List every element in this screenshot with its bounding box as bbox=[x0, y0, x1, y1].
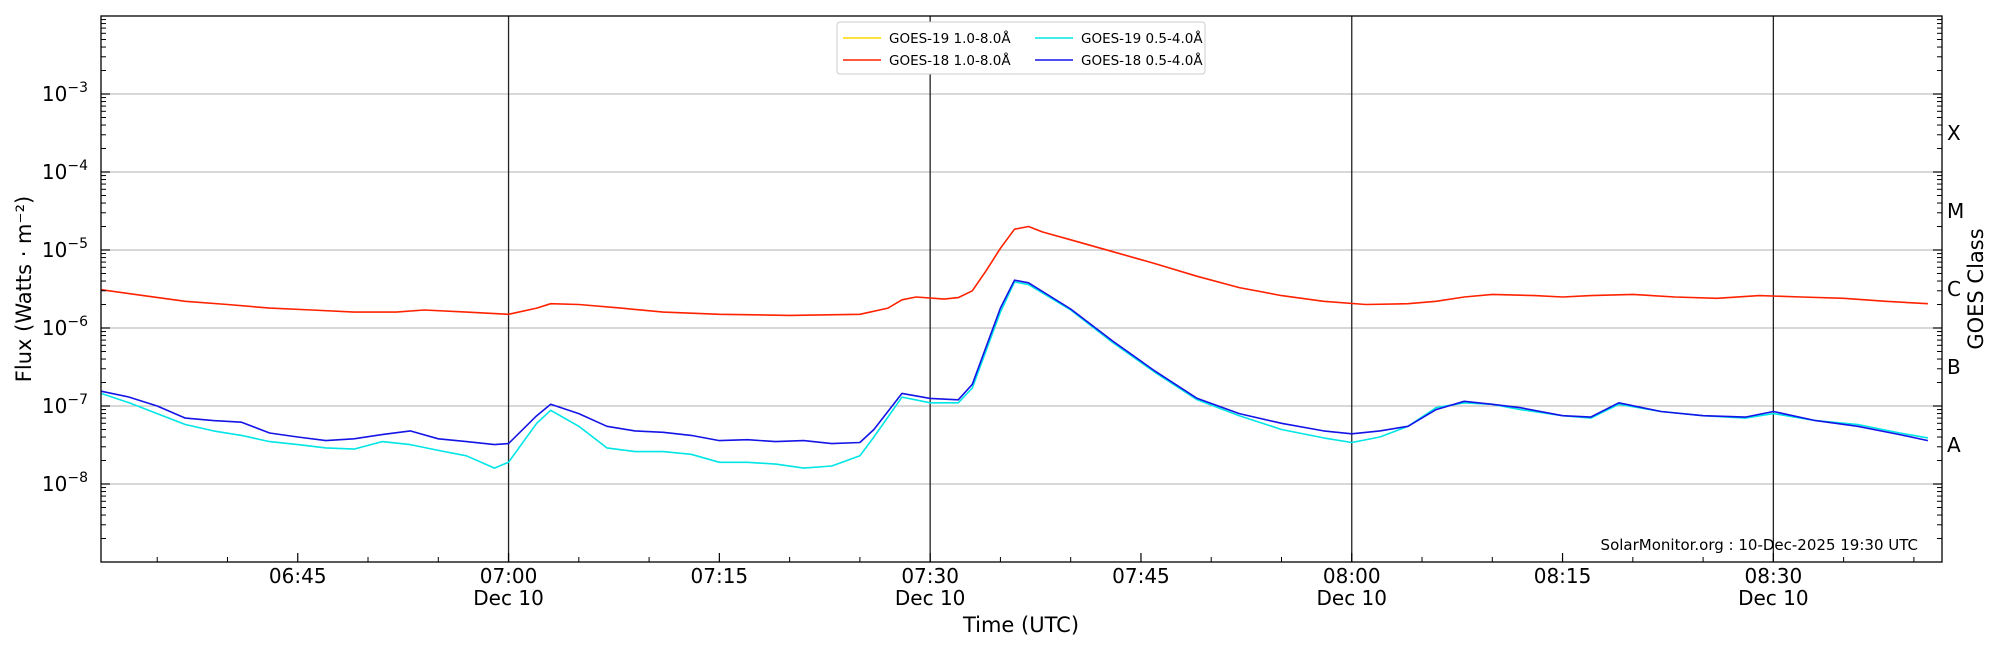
legend-label-3: GOES-19 0.5-4.0Å bbox=[1081, 30, 1203, 47]
x-tick-label: 08:30 bbox=[1745, 564, 1803, 588]
credit-text: SolarMonitor.org : 10-Dec-2025 19:30 UTC bbox=[1601, 536, 1918, 554]
goes-class-label: M bbox=[1947, 199, 1964, 223]
legend-box bbox=[836, 21, 1206, 75]
legend-label-1: GOES-19 1.0-8.0Å bbox=[889, 30, 1011, 47]
legend-label-4: GOES-18 0.5-4.0Å bbox=[1081, 52, 1203, 69]
y-tick-label: 10−8 bbox=[42, 470, 88, 496]
x-tick-label: 07:45 bbox=[1112, 564, 1170, 588]
x-tick-label: 08:15 bbox=[1534, 564, 1592, 588]
tick-layer bbox=[101, 19, 1942, 562]
goes-class-label: X bbox=[1947, 121, 1961, 145]
grid-layer bbox=[101, 93, 1942, 485]
goes-class-label: B bbox=[1947, 355, 1961, 379]
y-tick-label: 10−6 bbox=[42, 314, 88, 340]
goes-class-axis-title: GOES Class bbox=[1964, 228, 1988, 349]
x-tick-date-label: Dec 10 bbox=[1316, 586, 1387, 610]
y-tick-label: 10−7 bbox=[42, 392, 88, 418]
x-axis-title: Time (UTC) bbox=[962, 613, 1079, 637]
x-tick-date-label: Dec 10 bbox=[473, 586, 544, 610]
series-line-2 bbox=[100, 225, 1928, 317]
x-tick-label: 08:00 bbox=[1323, 564, 1381, 588]
x-tick-label: 07:15 bbox=[691, 564, 749, 588]
legend: GOES-19 1.0-8.0Å GOES-18 1.0-8.0Å GOES-19 … bbox=[836, 21, 1206, 75]
y-tick-label: 10−5 bbox=[42, 236, 88, 262]
y-tick-label: 10−3 bbox=[42, 80, 88, 106]
goes-class-label: A bbox=[1947, 433, 1961, 457]
plot-frame bbox=[100, 15, 1943, 563]
x-tick-label: 06:45 bbox=[269, 564, 327, 588]
vertical-line-layer bbox=[507, 16, 1775, 562]
series-line-4 bbox=[100, 279, 1929, 446]
y-axis-title: Flux (Watts · m⁻²) bbox=[12, 196, 36, 382]
legend-label-2: GOES-18 1.0-8.0Å bbox=[889, 52, 1011, 69]
x-tick-label: 07:00 bbox=[480, 564, 538, 588]
x-tick-date-label: Dec 10 bbox=[895, 586, 966, 610]
goes-class-label: C bbox=[1947, 277, 1961, 301]
series-layer bbox=[100, 225, 1929, 469]
y-tick-label: 10−4 bbox=[42, 158, 88, 184]
plot-area bbox=[101, 16, 1942, 562]
x-tick-date-label: Dec 10 bbox=[1738, 586, 1809, 610]
x-tick-label: 07:30 bbox=[901, 564, 959, 588]
